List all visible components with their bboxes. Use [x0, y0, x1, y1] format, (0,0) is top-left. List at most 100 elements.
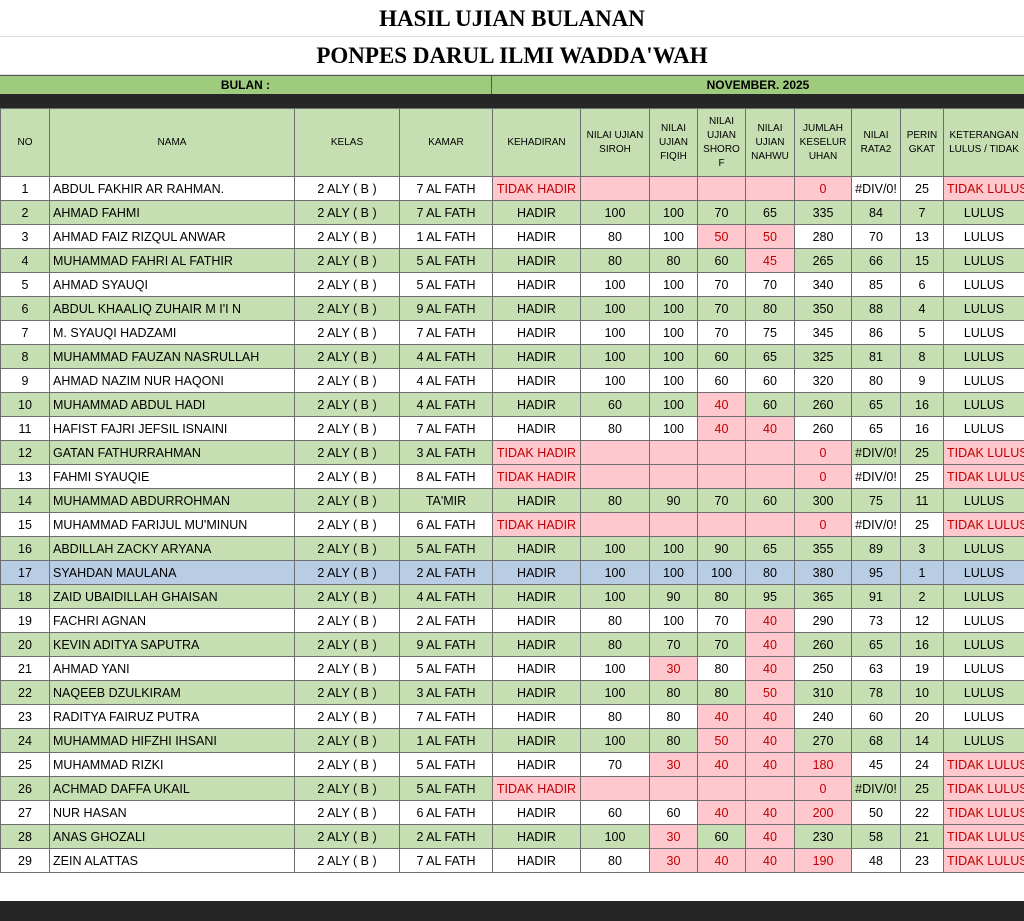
cell: HADIR: [492, 752, 581, 777]
cell: MUHAMMAD FAUZAN NASRULLAH: [49, 344, 295, 369]
cell: 85: [851, 272, 901, 297]
cell: 5: [0, 272, 50, 297]
cell: 2 ALY ( B ): [294, 536, 400, 561]
cell: 7 AL FATH: [399, 416, 493, 441]
table-row: 7 M. SYAUQI HADZAMI 2 ALY ( B ) 7 AL FATH HA…: [0, 320, 1024, 345]
empty-cell: [745, 776, 795, 801]
cell: 6 AL FATH: [399, 512, 493, 537]
table-body: 1 ABDUL FAKHIR AR RAHMAN. 2 ALY ( B ) 7 AL …: [0, 176, 1024, 873]
cell: 300: [794, 488, 852, 513]
cell: 100: [580, 344, 650, 369]
cell: M. SYAUQI HADZAMI: [49, 320, 295, 345]
cell: 100: [580, 536, 650, 561]
empty-cell: [745, 512, 795, 537]
cell: 65: [851, 416, 901, 441]
cell: 16: [0, 536, 50, 561]
cell: 180: [794, 752, 852, 777]
cell: 190: [794, 848, 852, 873]
cell: 80: [649, 704, 698, 729]
cell: 30: [649, 656, 698, 681]
cell: FACHRI AGNAN: [49, 608, 295, 633]
table-row: 25 MUHAMMAD RIZKI 2 ALY ( B ) 5 AL FATH HADI…: [0, 752, 1024, 777]
cell: 40: [697, 752, 746, 777]
cell: 5 AL FATH: [399, 656, 493, 681]
column-header: NILAI UJIAN SIROH: [580, 108, 650, 177]
cell: 100: [580, 560, 650, 585]
cell: 2 ALY ( B ): [294, 224, 400, 249]
table-row: 23 RADITYA FAIRUZ PUTRA 2 ALY ( B ) 7 AL FA…: [0, 704, 1024, 729]
month-label: BULAN :: [0, 76, 492, 94]
cell: 100: [649, 416, 698, 441]
cell: 70: [697, 488, 746, 513]
cell: 310: [794, 680, 852, 705]
cell: 78: [851, 680, 901, 705]
cell: HADIR: [492, 224, 581, 249]
cell: TIDAK HADIR: [492, 440, 581, 465]
cell: 17: [0, 560, 50, 585]
cell: 70: [851, 224, 901, 249]
cell: HADIR: [492, 488, 581, 513]
cell: 40: [745, 848, 795, 873]
cell: 50: [745, 224, 795, 249]
cell: 5 AL FATH: [399, 752, 493, 777]
cell: 2 ALY ( B ): [294, 656, 400, 681]
empty-cell: [697, 440, 746, 465]
cell: #DIV/0!: [851, 440, 901, 465]
table-row: 1 ABDUL FAKHIR AR RAHMAN. 2 ALY ( B ) 7 AL …: [0, 176, 1024, 201]
cell: 2 ALY ( B ): [294, 728, 400, 753]
cell: 260: [794, 416, 852, 441]
cell: LULUS: [943, 656, 1024, 681]
cell: 40: [745, 608, 795, 633]
cell: 6: [900, 272, 944, 297]
cell: 40: [745, 704, 795, 729]
cell: 2 ALY ( B ): [294, 632, 400, 657]
cell: 29: [0, 848, 50, 873]
cell: ABDILLAH ZACKY ARYANA: [49, 536, 295, 561]
cell: ACHMAD DAFFA UKAIL: [49, 776, 295, 801]
cell: HADIR: [492, 200, 581, 225]
empty-cell: [649, 776, 698, 801]
cell: 250: [794, 656, 852, 681]
cell: 230: [794, 824, 852, 849]
cell: RADITYA FAIRUZ PUTRA: [49, 704, 295, 729]
table-row: 29 ZEIN ALATTAS 2 ALY ( B ) 7 AL FATH HADIR 8…: [0, 848, 1024, 873]
cell: 80: [649, 680, 698, 705]
cell: 2 ALY ( B ): [294, 488, 400, 513]
cell: 70: [697, 272, 746, 297]
cell: 14: [0, 488, 50, 513]
cell: 355: [794, 536, 852, 561]
cell: 5 AL FATH: [399, 536, 493, 561]
cell: 40: [745, 416, 795, 441]
cell: 4 AL FATH: [399, 392, 493, 417]
cell: 2 ALY ( B ): [294, 560, 400, 585]
empty-cell: [580, 776, 650, 801]
cell: HADIR: [492, 800, 581, 825]
cell: HADIR: [492, 632, 581, 657]
cell: 6 AL FATH: [399, 800, 493, 825]
cell: 60: [851, 704, 901, 729]
cell: 50: [697, 224, 746, 249]
cell: ANAS GHOZALI: [49, 824, 295, 849]
cell: HADIR: [492, 824, 581, 849]
cell: 100: [649, 344, 698, 369]
column-header: NILAI UJIAN NAHWU: [745, 108, 795, 177]
cell: 290: [794, 608, 852, 633]
cell: 60: [697, 344, 746, 369]
cell: 65: [745, 536, 795, 561]
cell: 100: [697, 560, 746, 585]
cell: 48: [851, 848, 901, 873]
cell: 100: [649, 200, 698, 225]
cell: 6: [0, 296, 50, 321]
cell: 45: [851, 752, 901, 777]
cell: 100: [649, 320, 698, 345]
cell: 8: [900, 344, 944, 369]
cell: 100: [649, 272, 698, 297]
cell: 40: [745, 800, 795, 825]
column-header: NILAI UJIAN FIQIH: [649, 108, 698, 177]
cell: 7 AL FATH: [399, 320, 493, 345]
cell: 27: [0, 800, 50, 825]
cell: HADIR: [492, 848, 581, 873]
cell: 60: [697, 824, 746, 849]
cell: 3: [0, 224, 50, 249]
